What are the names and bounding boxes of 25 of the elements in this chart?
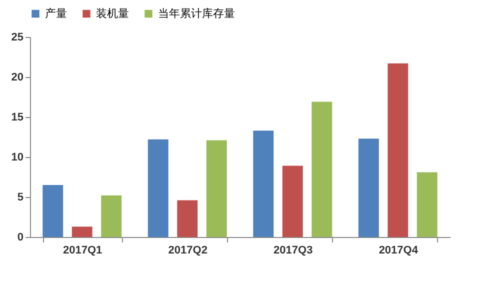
bar — [416, 172, 438, 237]
bar — [101, 195, 122, 237]
y-tick-label: 20 — [11, 72, 24, 84]
bar — [312, 102, 332, 237]
bar — [42, 185, 64, 237]
bar — [148, 139, 168, 237]
y-tick-label: 15 — [11, 112, 24, 124]
bar — [388, 63, 408, 237]
legend-label: 装机量 — [96, 6, 129, 20]
bar — [206, 140, 227, 237]
x-tick-label: 2017Q4 — [378, 244, 419, 256]
y-tick-label: 10 — [11, 152, 24, 164]
bar — [282, 166, 303, 237]
bar — [72, 226, 92, 237]
x-tick-label: 2017Q3 — [274, 244, 313, 256]
y-tick-label: 25 — [11, 32, 24, 44]
legend-label: 产量 — [45, 6, 67, 20]
y-tick-label: 0 — [17, 232, 24, 244]
legend-label: 当年累计库存量 — [158, 6, 235, 20]
x-tick-label: 2017Q2 — [168, 244, 208, 256]
y-tick-label: 5 — [17, 192, 24, 204]
x-tick-label: 2017Q1 — [63, 244, 102, 256]
bar — [177, 200, 198, 237]
bar — [253, 130, 274, 237]
bar — [358, 138, 379, 237]
